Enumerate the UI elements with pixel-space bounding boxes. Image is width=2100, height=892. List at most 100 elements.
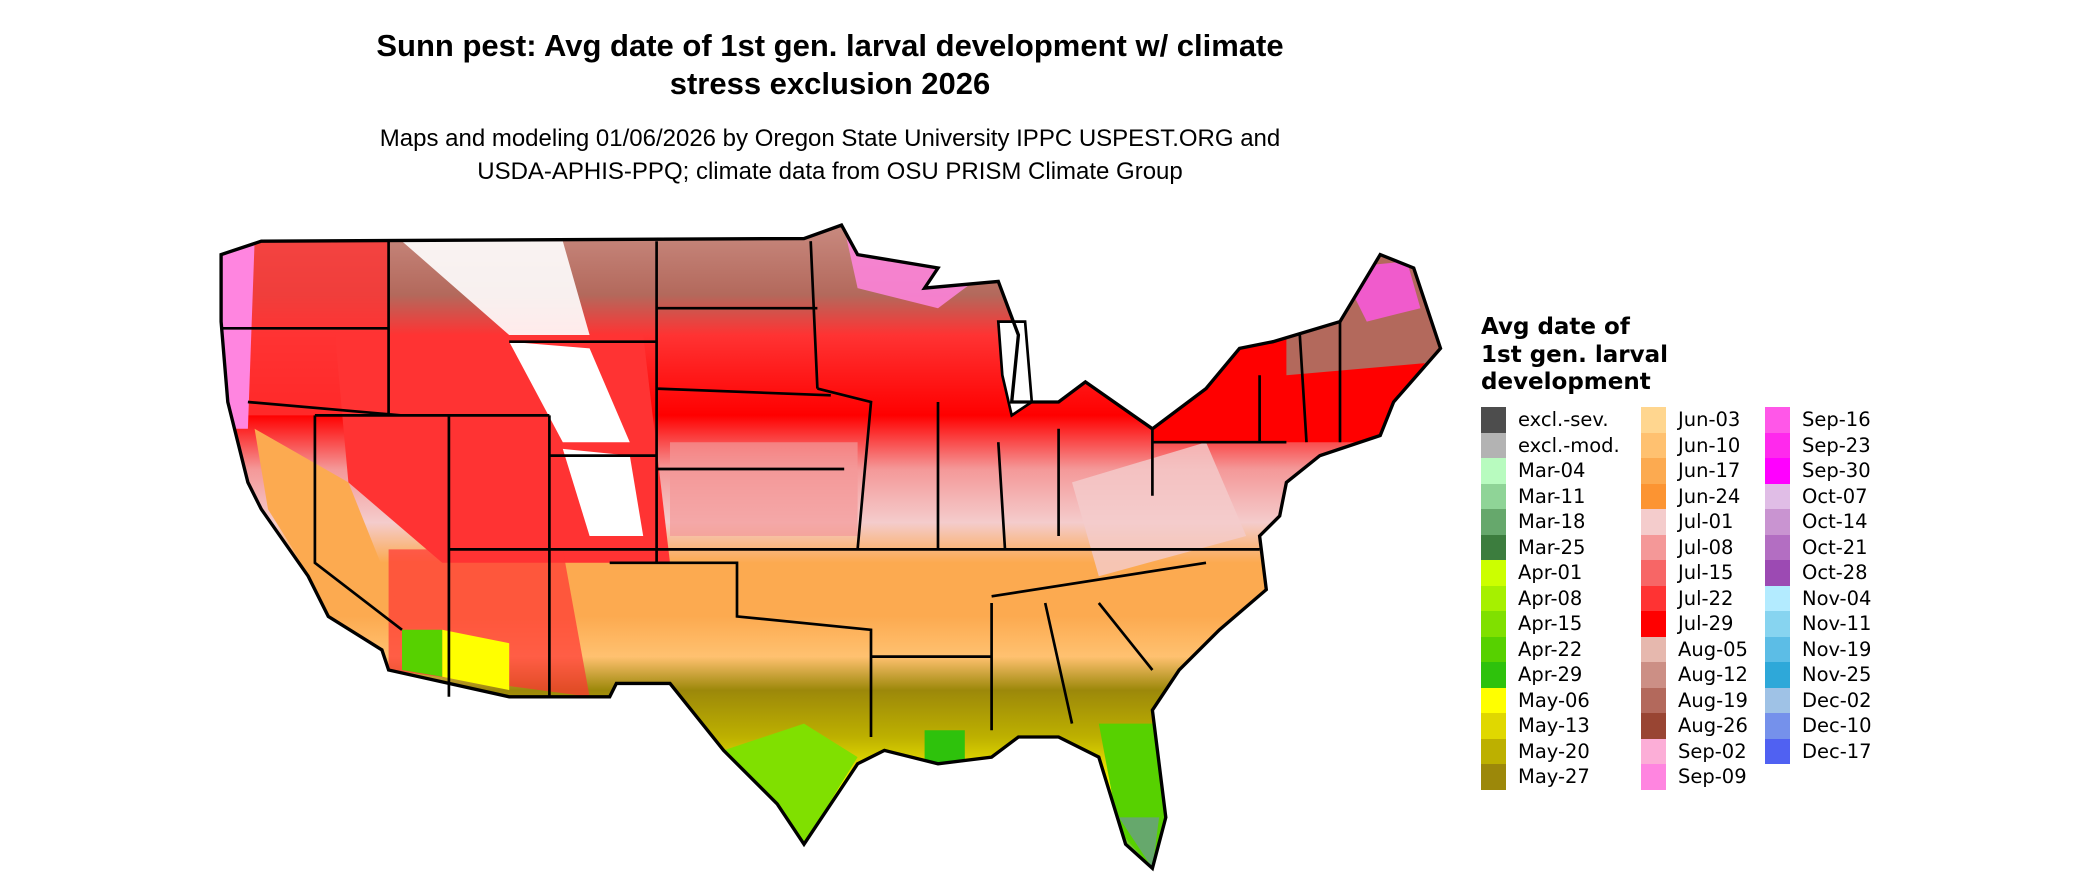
legend-item: Apr-22 — [1481, 636, 1583, 662]
legend-item: Apr-15 — [1481, 611, 1582, 637]
legend-swatch — [1481, 509, 1506, 535]
legend-label: Mar-04 — [1518, 459, 1586, 483]
legend-title-line-1: Avg date of — [1481, 314, 1630, 340]
legend-swatch — [1481, 585, 1506, 611]
legend-swatch — [1641, 483, 1666, 509]
legend-swatch — [1641, 738, 1666, 764]
legend-swatch — [1481, 662, 1506, 688]
legend-swatch — [1765, 458, 1790, 484]
legend-item: May-06 — [1481, 687, 1590, 713]
legend-label: May-13 — [1518, 714, 1590, 738]
legend-label: Jun-17 — [1678, 459, 1741, 483]
legend-swatch — [1641, 585, 1666, 611]
legend-swatch — [1481, 560, 1506, 586]
subtitle-line-1: Maps and modeling 01/06/2026 by Oregon S… — [379, 125, 1281, 152]
legend-item: Sep-16 — [1765, 407, 1871, 433]
legend-swatch — [1481, 636, 1506, 662]
legend-item: Sep-09 — [1641, 764, 1747, 790]
legend-label: Sep-23 — [1802, 433, 1871, 457]
legend-swatch — [1641, 458, 1666, 484]
legend-item: excl.-mod. — [1481, 432, 1620, 458]
legend-label: May-06 — [1518, 688, 1590, 712]
legend-label: Apr-29 — [1518, 663, 1583, 687]
legend-item: Jun-10 — [1641, 432, 1740, 458]
legend-swatch — [1641, 509, 1666, 535]
map-title: Sunn pest: Avg date of 1st gen. larval d… — [280, 27, 1380, 103]
legend-item: Aug-26 — [1641, 713, 1748, 739]
legend-swatch — [1765, 713, 1790, 739]
legend-swatch — [1641, 407, 1666, 433]
legend-swatch — [1765, 407, 1790, 433]
legend-swatch — [1641, 560, 1666, 586]
legend-swatch — [1481, 611, 1506, 637]
legend-item: Oct-07 — [1765, 483, 1868, 509]
legend-item: Jul-01 — [1641, 509, 1733, 535]
legend-swatch — [1765, 662, 1790, 688]
map-subtitle: Maps and modeling 01/06/2026 by Oregon S… — [280, 122, 1380, 188]
legend-label: Apr-22 — [1518, 637, 1583, 661]
legend-item: Mar-11 — [1481, 483, 1585, 509]
legend-item: Dec-17 — [1765, 738, 1872, 764]
legend-swatch — [1481, 687, 1506, 713]
legend-label: Nov-19 — [1802, 637, 1872, 661]
legend-label: Sep-16 — [1802, 408, 1871, 432]
legend-label: Oct-14 — [1802, 510, 1868, 534]
legend-item: Jun-24 — [1641, 483, 1740, 509]
legend-label: Oct-21 — [1802, 535, 1868, 559]
legend-title: Avg date of 1st gen. larval development — [1481, 314, 1668, 397]
legend-label: Sep-30 — [1802, 459, 1871, 483]
legend-label: Jul-01 — [1678, 510, 1734, 534]
legend-swatch — [1641, 611, 1666, 637]
legend-label: Aug-26 — [1678, 714, 1748, 738]
legend-item: Nov-19 — [1765, 636, 1872, 662]
legend-title-line-2: 1st gen. larval — [1481, 341, 1669, 368]
legend-item: Jul-22 — [1641, 585, 1733, 611]
legend-label: Sep-02 — [1678, 739, 1747, 763]
legend-swatch — [1641, 534, 1666, 560]
legend-item: Dec-02 — [1765, 687, 1872, 713]
legend-label: Jul-08 — [1678, 535, 1734, 559]
legend-swatch — [1765, 585, 1790, 611]
legend-label: Apr-08 — [1518, 586, 1583, 610]
legend-item: Aug-19 — [1641, 687, 1748, 713]
legend-label: Oct-28 — [1802, 561, 1868, 585]
legend-item: Nov-11 — [1765, 611, 1871, 637]
legend-label: Mar-18 — [1518, 510, 1586, 534]
legend-item: Nov-04 — [1765, 585, 1871, 611]
legend-label: Nov-25 — [1802, 663, 1872, 687]
legend-swatch — [1641, 764, 1666, 790]
legend-item: Aug-05 — [1641, 636, 1748, 662]
legend-item: Jun-17 — [1641, 458, 1740, 484]
state-borders — [221, 241, 1342, 738]
legend-swatch — [1765, 560, 1790, 586]
legend-label: Aug-12 — [1678, 663, 1748, 687]
legend-item: Oct-21 — [1765, 534, 1868, 560]
legend-swatch — [1765, 509, 1790, 535]
legend-label: May-27 — [1518, 765, 1590, 789]
legend-swatch — [1481, 407, 1506, 433]
legend-item: Nov-25 — [1765, 662, 1871, 688]
legend-swatch — [1765, 611, 1790, 637]
legend-swatch — [1765, 483, 1790, 509]
legend-label: May-20 — [1518, 739, 1590, 763]
legend-item: May-27 — [1481, 764, 1590, 790]
legend-item: Aug-12 — [1641, 662, 1748, 688]
title-line-1: Sunn pest: Avg date of 1st gen. larval d… — [376, 28, 1284, 63]
legend-swatch — [1481, 432, 1506, 458]
legend-swatch — [1481, 534, 1506, 560]
legend-swatch — [1481, 458, 1506, 484]
legend-label: Apr-15 — [1518, 612, 1583, 636]
legend-label: Jun-03 — [1678, 408, 1741, 432]
legend-item: Dec-10 — [1765, 713, 1872, 739]
legend-label: excl.-mod. — [1518, 433, 1620, 457]
legend-label: Apr-01 — [1518, 561, 1583, 585]
legend-item: excl.-sev. — [1481, 407, 1609, 433]
legend-item: Sep-23 — [1765, 432, 1871, 458]
legend-swatch — [1641, 432, 1666, 458]
legend-label: Dec-10 — [1802, 714, 1872, 738]
legend-swatch — [1641, 713, 1666, 739]
legend-item: Mar-18 — [1481, 509, 1585, 535]
legend-swatch — [1641, 687, 1666, 713]
legend-swatch — [1765, 432, 1790, 458]
